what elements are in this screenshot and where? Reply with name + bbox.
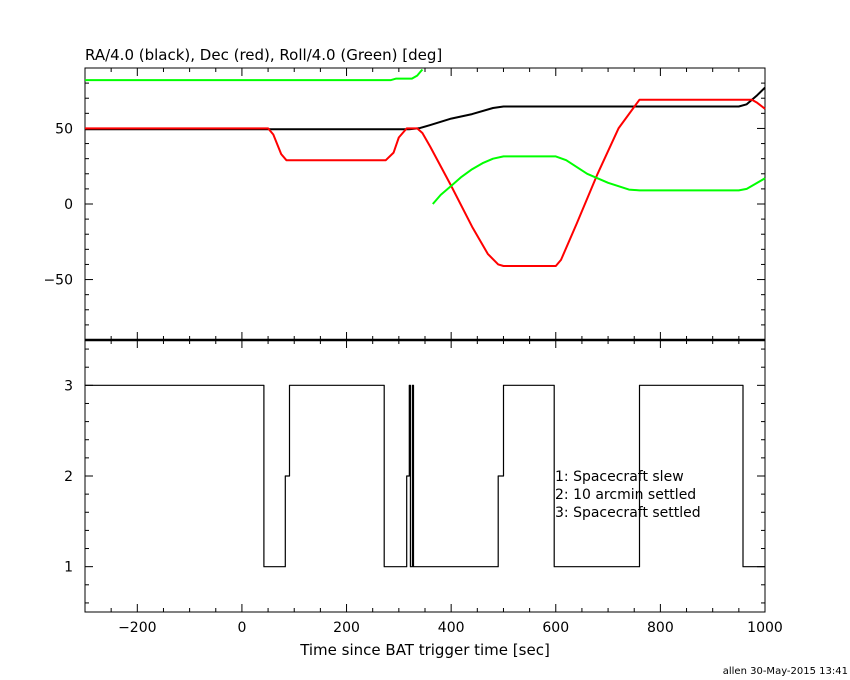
top-y-tick-label: 0 [64, 197, 73, 213]
top-y-tick-label: −50 [43, 273, 73, 289]
x-tick-label: 0 [237, 620, 246, 636]
top-panel: RA/4.0 (black), Dec (red), Roll/4.0 (Gre… [43, 46, 766, 341]
top-series-line-3 [432, 155, 766, 205]
top-y-tick-label: 50 [55, 121, 73, 137]
x-tick-label: 600 [542, 620, 569, 636]
top-panel-series [85, 68, 766, 267]
x-tick-label: 400 [438, 620, 465, 636]
top-series-line-2 [85, 68, 424, 82]
legend-entry-3: 3: Spacecraft settled [555, 505, 701, 521]
x-tick-label: 1000 [747, 620, 783, 636]
x-tick-label: −200 [118, 620, 156, 636]
bottom-series-line-0 [85, 384, 765, 568]
x-tick-label: 200 [333, 620, 360, 636]
top-series-line-0 [85, 86, 766, 131]
legend-entry-2: 2: 10 arcmin settled [555, 487, 696, 503]
x-tick-label: 800 [647, 620, 674, 636]
bottom-panel-ticks: 1 2 3 −200 0 200 400 600 800 1000 [64, 340, 783, 636]
bottom-y-tick-label: 1 [64, 560, 73, 576]
footer-credit: allen 30-May-2015 13:41 [723, 666, 848, 677]
top-panel-frame [84, 67, 766, 341]
bottom-y-tick-label: 3 [64, 378, 73, 394]
legend-entry-1: 1: Spacecraft slew [555, 469, 684, 485]
x-axis-label: Time since BAT trigger time [sec] [299, 641, 550, 659]
top-series-line-1 [85, 98, 766, 267]
top-panel-ticks: −50 0 50 [43, 67, 766, 341]
top-panel-title: RA/4.0 (black), Dec (red), Roll/4.0 (Gre… [85, 46, 442, 64]
bottom-panel: 1 2 3 −200 0 200 400 600 800 1000 1: Spacecraft s… [64, 338, 783, 659]
bottom-y-tick-label: 2 [64, 469, 73, 485]
bottom-panel-series [85, 384, 765, 568]
